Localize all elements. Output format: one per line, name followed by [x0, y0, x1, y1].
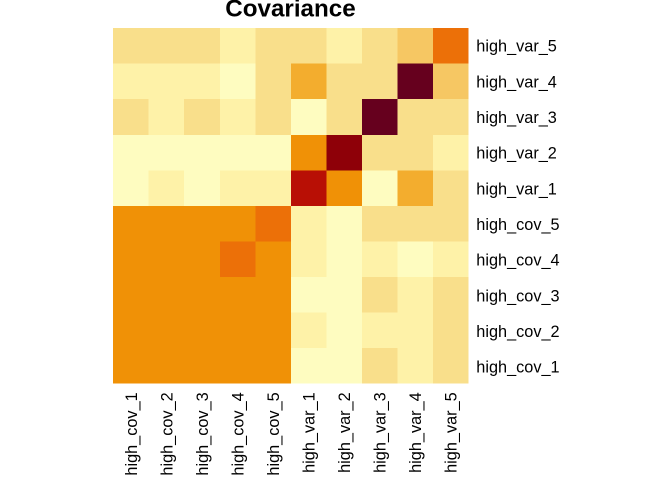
- svg-text:high_cov_4: high_cov_4: [476, 252, 559, 270]
- svg-text:high_cov_4: high_cov_4: [230, 392, 248, 475]
- svg-text:high_cov_1: high_cov_1: [123, 392, 141, 475]
- svg-text:high_cov_2: high_cov_2: [476, 323, 559, 341]
- svg-text:Covariance: Covariance: [225, 0, 355, 23]
- svg-text:high_var_3: high_var_3: [476, 109, 557, 127]
- svg-text:high_var_1: high_var_1: [301, 392, 319, 473]
- svg-text:high_var_5: high_var_5: [476, 38, 557, 56]
- svg-text:high_cov_2: high_cov_2: [159, 392, 177, 475]
- svg-text:high_cov_3: high_cov_3: [194, 392, 212, 475]
- svg-text:high_var_2: high_var_2: [336, 392, 354, 473]
- svg-text:high_cov_1: high_cov_1: [476, 359, 559, 377]
- svg-text:high_var_4: high_var_4: [407, 392, 425, 473]
- svg-text:high_var_1: high_var_1: [476, 180, 557, 198]
- svg-text:high_var_3: high_var_3: [372, 392, 390, 473]
- svg-text:high_cov_5: high_cov_5: [265, 392, 283, 475]
- svg-text:high_var_5: high_var_5: [443, 392, 461, 473]
- svg-text:high_cov_3: high_cov_3: [476, 287, 559, 305]
- svg-text:high_var_2: high_var_2: [476, 145, 557, 163]
- svg-text:high_var_4: high_var_4: [476, 73, 557, 91]
- svg-text:high_cov_5: high_cov_5: [476, 216, 559, 234]
